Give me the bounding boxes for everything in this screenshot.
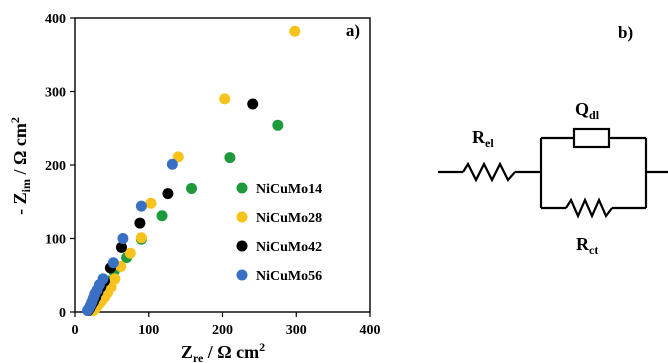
legend-entry: NiCuMo56: [236, 269, 322, 284]
resistor-rel-icon: [462, 161, 516, 183]
legend-label: NiCuMo56: [256, 269, 322, 284]
data-point: [172, 151, 184, 163]
data-point: [97, 273, 109, 285]
legend-entry: NiCuMo14: [236, 182, 322, 197]
data-point: [134, 217, 146, 229]
panel-label-a: a): [346, 21, 360, 40]
data-point: [166, 158, 178, 170]
legend-label: NiCuMo28: [256, 211, 322, 226]
legend-marker: [236, 269, 248, 281]
data-point: [272, 119, 284, 131]
cpe-qdl-icon: [572, 127, 611, 149]
y-axis-label: - Zim / Ω cm2: [8, 117, 33, 215]
data-point: [124, 247, 136, 259]
data-point: [145, 197, 157, 209]
x-tick-label: 100: [138, 323, 159, 338]
legend-marker: [236, 182, 248, 194]
series-NiCuMo56: [82, 158, 178, 317]
legend-marker: [236, 240, 248, 252]
data-point: [109, 273, 121, 285]
x-axis-label: Zre / Ω cm2: [181, 340, 265, 363]
data-point: [117, 233, 129, 244]
data-point: [289, 25, 301, 37]
data-points: [82, 25, 301, 317]
resistor-rct-icon: [565, 197, 613, 219]
data-point: [115, 241, 127, 253]
y-tick-label: 300: [45, 86, 66, 101]
legend-label: NiCuMo14: [256, 182, 322, 197]
label-r-ct: Rct: [576, 234, 598, 257]
y-tick-label: 100: [45, 233, 66, 248]
legend-marker: [236, 211, 248, 223]
x-tick-label: 200: [212, 323, 233, 338]
data-point: [135, 232, 147, 244]
data-point: [186, 183, 198, 195]
data-point: [135, 200, 147, 212]
y-tick-label: 200: [45, 159, 66, 174]
legend: NiCuMo14 NiCuMo28 NiCuMo42 NiCuMo56: [236, 182, 322, 284]
x-tick-label: 300: [286, 323, 307, 338]
y-tick-label: 400: [45, 12, 66, 27]
label-q-dl: Qdl: [575, 99, 600, 122]
legend-entry: NiCuMo28: [236, 211, 322, 226]
x-tick-label: 400: [360, 323, 381, 338]
y-tick-label: 0: [59, 306, 66, 321]
data-point: [224, 152, 236, 164]
data-point: [219, 93, 231, 105]
x-tick-label: 0: [72, 323, 79, 338]
data-point: [156, 210, 168, 222]
data-point: [162, 188, 174, 200]
axis-ticks: 0 100 200 300 400 0 100 200 300 400: [45, 12, 381, 338]
nyquist-plot: 0 100 200 300 400 0 100 200 300 400 a) Zre / Ω cm…: [8, 12, 381, 363]
data-point: [247, 98, 259, 110]
series-NiCuMo42: [82, 98, 259, 317]
legend-entry: NiCuMo42: [236, 240, 322, 255]
equivalent-circuit: b) Rel Qdl Rct: [438, 23, 668, 257]
label-r-el: Rel: [472, 127, 494, 150]
legend-label: NiCuMo42: [256, 240, 322, 255]
data-point: [107, 257, 119, 269]
panel-label-b: b): [618, 23, 633, 42]
